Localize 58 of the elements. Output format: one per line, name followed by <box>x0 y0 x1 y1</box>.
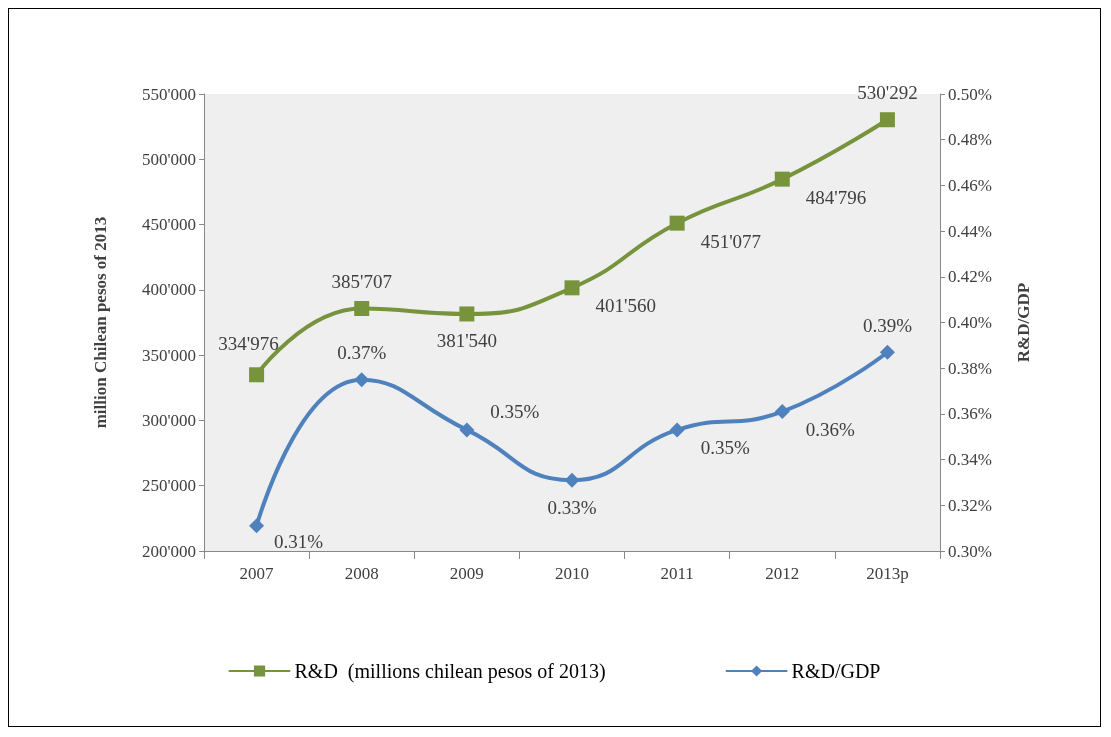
y2-tick-label: 0.46% <box>948 175 992 195</box>
data-label: 530'292 <box>857 82 918 104</box>
x-tick-label: 2012 <box>765 564 800 583</box>
y2-tick-label: 0.42% <box>948 267 992 287</box>
y2-tick-label: 0.30% <box>948 541 992 561</box>
x-tick-label: 2009 <box>449 564 484 583</box>
y-tick-label: 250'000 <box>141 476 196 496</box>
data-label: 385'707 <box>331 271 392 293</box>
data-label: 0.35% <box>700 437 750 459</box>
y2-tick-label: 0.32% <box>948 495 992 515</box>
y-tick-label: 550'000 <box>141 84 196 104</box>
y2-tick-label: 0.34% <box>948 450 992 470</box>
y-axis-title: million Chilean pesos of 2013 <box>91 216 110 429</box>
x-tick-label: 2010 <box>555 564 589 583</box>
point <box>564 472 580 488</box>
point <box>879 112 895 128</box>
y-tick-label: 500'000 <box>141 149 196 169</box>
data-label: 484'796 <box>805 186 867 208</box>
legend-label: R&D/GDP <box>791 660 881 682</box>
y-tick-label: 300'000 <box>141 410 196 430</box>
y2-axis-title: R&D/GDP <box>1014 282 1033 363</box>
y2-tick-label: 0.48% <box>948 130 992 150</box>
point <box>459 306 475 322</box>
data-label: 334'976 <box>218 333 279 355</box>
point <box>669 215 685 231</box>
y-tick-label: 350'000 <box>141 345 196 365</box>
x-tick-label: 2011 <box>660 564 694 583</box>
point <box>774 404 790 420</box>
y2-tick-label: 0.36% <box>948 404 992 424</box>
point <box>249 367 265 383</box>
x-tick-label: 2007 <box>239 564 275 583</box>
data-label: 401'560 <box>595 295 656 317</box>
legend-label: R&D (millions chilean pesos of 2013) <box>294 660 606 683</box>
point <box>249 518 265 534</box>
point <box>564 280 580 296</box>
point <box>459 422 475 438</box>
data-label: 0.36% <box>805 419 856 441</box>
data-label: 451'077 <box>700 230 762 252</box>
y2-tick-label: 0.40% <box>948 313 992 332</box>
x-tick-label: 2008 <box>344 564 379 583</box>
data-label: 381'540 <box>436 330 498 352</box>
y-tick-label: 450'000 <box>141 215 196 235</box>
data-label: 0.37% <box>337 342 387 364</box>
point <box>354 372 370 388</box>
x-tick-label: 2013p <box>866 564 909 583</box>
point <box>354 301 370 317</box>
data-label: 0.31% <box>274 531 324 553</box>
y-tick-label: 200'000 <box>141 541 196 561</box>
point <box>879 344 895 360</box>
data-label: 0.33% <box>547 496 597 518</box>
y2-tick-label: 0.50% <box>948 84 992 104</box>
point <box>774 171 790 187</box>
y-tick-label: 400'000 <box>141 280 196 300</box>
point <box>669 422 685 438</box>
data-label: 0.39% <box>862 314 913 336</box>
y2-tick-label: 0.44% <box>948 221 992 241</box>
data-label: 0.35% <box>490 401 540 423</box>
y2-tick-label: 0.38% <box>948 358 992 378</box>
